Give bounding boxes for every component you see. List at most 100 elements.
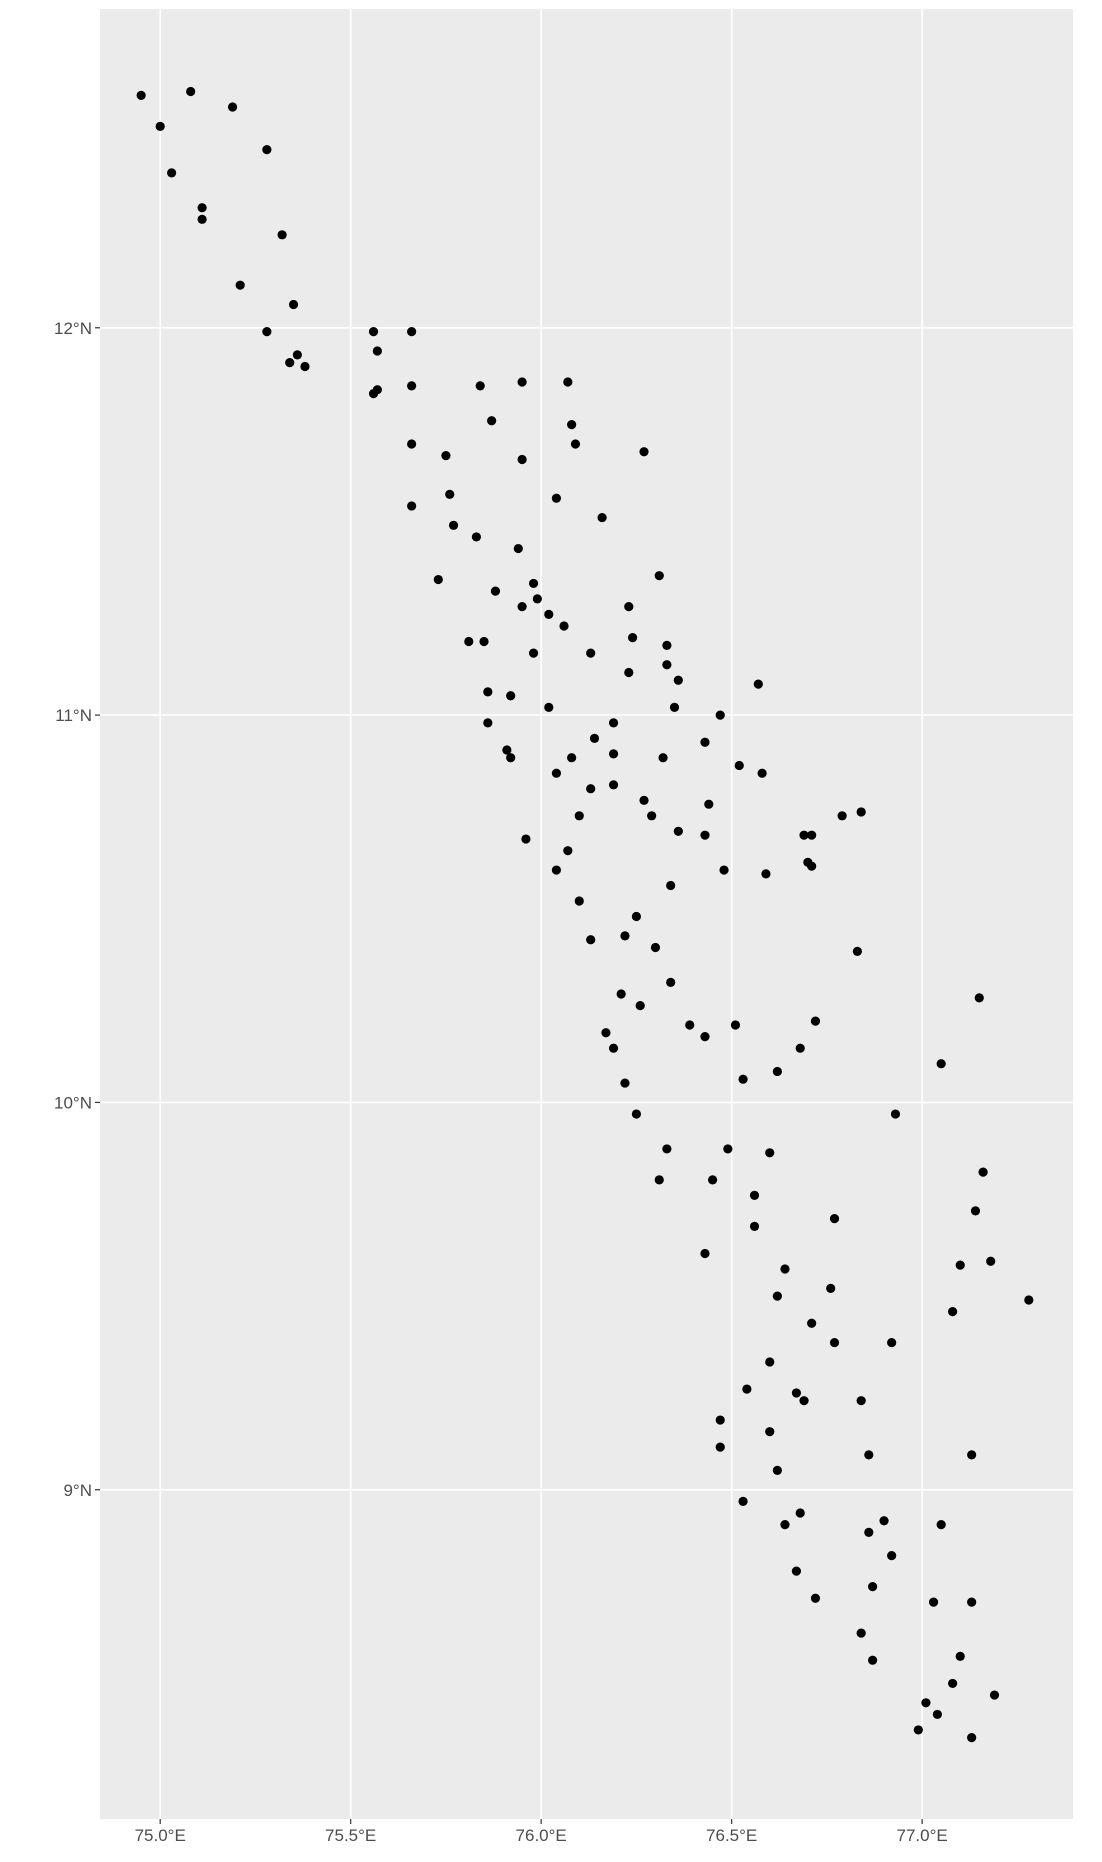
point xyxy=(807,861,817,871)
point xyxy=(197,203,207,213)
point xyxy=(262,145,272,155)
point xyxy=(608,780,619,790)
point xyxy=(715,1415,725,1425)
point xyxy=(700,1031,710,1042)
point xyxy=(738,1074,748,1084)
point xyxy=(567,753,577,763)
point xyxy=(700,830,710,840)
point xyxy=(795,1043,805,1053)
point xyxy=(921,1698,931,1708)
point xyxy=(586,935,596,945)
point xyxy=(368,389,379,399)
point xyxy=(288,299,299,310)
point xyxy=(868,1582,878,1592)
point xyxy=(502,745,512,755)
point xyxy=(433,574,443,585)
point xyxy=(837,811,847,821)
point xyxy=(936,1520,946,1530)
x-tick-label: 75.0°E xyxy=(135,1826,186,1845)
point xyxy=(483,718,493,728)
point xyxy=(868,1655,878,1665)
point xyxy=(662,640,672,650)
point xyxy=(300,361,310,372)
point xyxy=(285,358,295,368)
point xyxy=(635,1001,645,1011)
point xyxy=(407,501,417,511)
point xyxy=(829,1214,840,1224)
point xyxy=(742,1384,752,1394)
point xyxy=(807,1318,817,1328)
point xyxy=(955,1260,965,1270)
point xyxy=(829,1337,840,1348)
point xyxy=(186,86,196,97)
point xyxy=(730,1020,741,1030)
point xyxy=(441,450,451,461)
point xyxy=(650,942,661,953)
point xyxy=(487,416,497,426)
point xyxy=(704,799,714,809)
point xyxy=(506,753,516,763)
point xyxy=(715,710,725,720)
point xyxy=(136,90,146,100)
point xyxy=(658,753,668,763)
point xyxy=(448,520,459,530)
point xyxy=(368,327,379,337)
point xyxy=(967,1597,977,1607)
point xyxy=(563,846,573,856)
y-tick-label: 12°N xyxy=(54,319,92,338)
y-tick-label: 10°N xyxy=(54,1093,92,1112)
point xyxy=(616,989,626,999)
point xyxy=(936,1059,946,1069)
point xyxy=(772,1465,782,1476)
point xyxy=(608,1043,619,1053)
point xyxy=(601,1028,611,1038)
point xyxy=(948,1678,958,1689)
point xyxy=(826,1283,836,1293)
point xyxy=(967,1450,977,1460)
point xyxy=(517,377,527,387)
point xyxy=(928,1597,939,1607)
point xyxy=(407,381,417,391)
point xyxy=(807,830,817,840)
point xyxy=(262,327,272,337)
point xyxy=(749,1190,760,1200)
point xyxy=(673,675,683,685)
point xyxy=(586,784,596,794)
point xyxy=(780,1520,790,1530)
point xyxy=(563,377,573,387)
point xyxy=(544,609,554,619)
point xyxy=(277,230,287,240)
point xyxy=(978,1167,988,1177)
point xyxy=(715,1442,725,1452)
point xyxy=(967,1733,977,1743)
point xyxy=(765,1427,775,1437)
point xyxy=(1024,1295,1034,1305)
point xyxy=(723,1144,733,1154)
point xyxy=(890,1109,901,1119)
point xyxy=(765,1148,775,1158)
point xyxy=(597,512,607,523)
y-tick-label: 9°N xyxy=(63,1481,92,1500)
point xyxy=(532,594,542,604)
point xyxy=(765,1357,775,1367)
x-tick-label: 77.0°E xyxy=(897,1826,948,1845)
point xyxy=(738,1496,748,1506)
point xyxy=(407,327,417,337)
point xyxy=(708,1175,718,1185)
point xyxy=(471,532,481,542)
point xyxy=(856,1396,866,1406)
point xyxy=(551,865,562,875)
point xyxy=(879,1516,889,1526)
point xyxy=(673,826,683,836)
point xyxy=(761,869,771,879)
point xyxy=(753,679,763,689)
point xyxy=(780,1264,790,1274)
point xyxy=(669,702,680,712)
point xyxy=(372,346,382,356)
point xyxy=(639,795,649,805)
point xyxy=(685,1020,695,1030)
x-tick-label: 75.5°E xyxy=(325,1826,376,1845)
point xyxy=(517,454,527,465)
